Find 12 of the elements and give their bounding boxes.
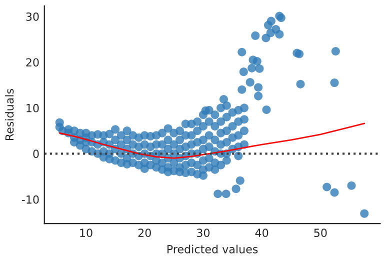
x-tick-label: 50 bbox=[314, 228, 327, 238]
y-tick-label: -10 bbox=[22, 195, 39, 204]
x-tick-label: 10 bbox=[80, 228, 92, 238]
y-tick-label: 0 bbox=[33, 150, 39, 158]
x-tick-label: 20 bbox=[138, 228, 151, 238]
y-tick-label: 10 bbox=[26, 104, 39, 112]
x-axis-title: Predicted values bbox=[167, 244, 258, 254]
y-axis-title: Residuals bbox=[5, 88, 14, 140]
x-tick-label: 40 bbox=[255, 228, 268, 238]
y-tick-label: 20 bbox=[26, 58, 39, 67]
y-tick-label: 30 bbox=[26, 12, 39, 21]
x-tick-label: 30 bbox=[196, 228, 210, 238]
